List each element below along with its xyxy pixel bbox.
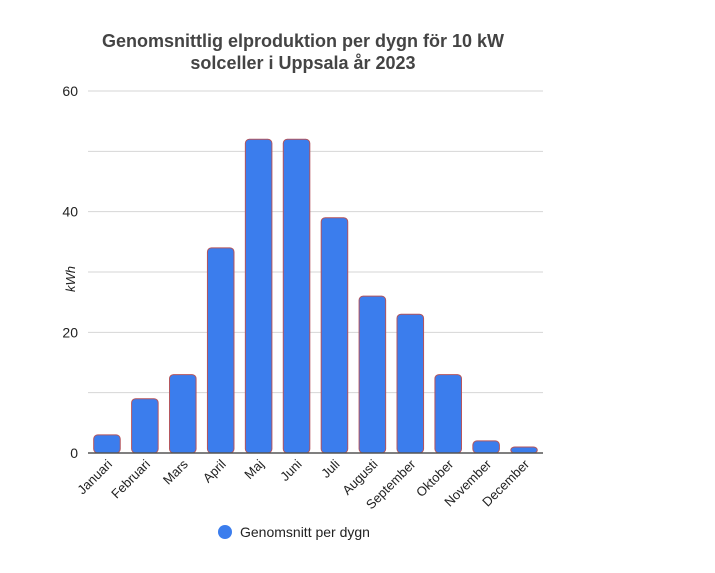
- x-tick-label: Maj: [241, 456, 266, 481]
- bar-september: [396, 313, 425, 454]
- x-tick-label: April: [200, 456, 229, 485]
- y-tick-label: 60: [62, 83, 78, 99]
- bar-juli: [320, 217, 349, 454]
- x-tick-label: Februari: [108, 456, 153, 501]
- legend-swatch: [218, 525, 232, 539]
- x-tick-label: Mars: [160, 456, 191, 487]
- bar-oktober: [434, 374, 462, 454]
- y-tick-label: 20: [62, 324, 78, 340]
- bar-januari: [93, 434, 121, 454]
- x-tick-label: Juli: [318, 456, 342, 480]
- chart-title-line-1: Genomsnittlig elproduktion per dygn för …: [102, 31, 504, 51]
- y-axis-ticks: 0 20 40 60: [62, 83, 78, 461]
- y-axis-label: kWh: [63, 266, 78, 292]
- y-tick-label: 0: [70, 445, 78, 461]
- bar-augusti: [358, 295, 387, 454]
- gridlines: [88, 90, 543, 394]
- bar-maj: [244, 138, 273, 454]
- x-tick-label: Juni: [277, 456, 305, 484]
- bar-december: [510, 446, 538, 454]
- legend-label: Genomsnitt per dygn: [240, 524, 370, 540]
- bars: [93, 138, 538, 454]
- bar-juni: [282, 138, 311, 454]
- y-tick-label: 40: [62, 204, 78, 220]
- legend: Genomsnitt per dygn: [218, 524, 370, 540]
- chart-title-line-2: solceller i Uppsala år 2023: [190, 53, 415, 73]
- bar-mars: [169, 374, 197, 454]
- bar-april: [206, 247, 235, 454]
- bar-februari: [131, 398, 159, 454]
- bar-november: [472, 440, 500, 454]
